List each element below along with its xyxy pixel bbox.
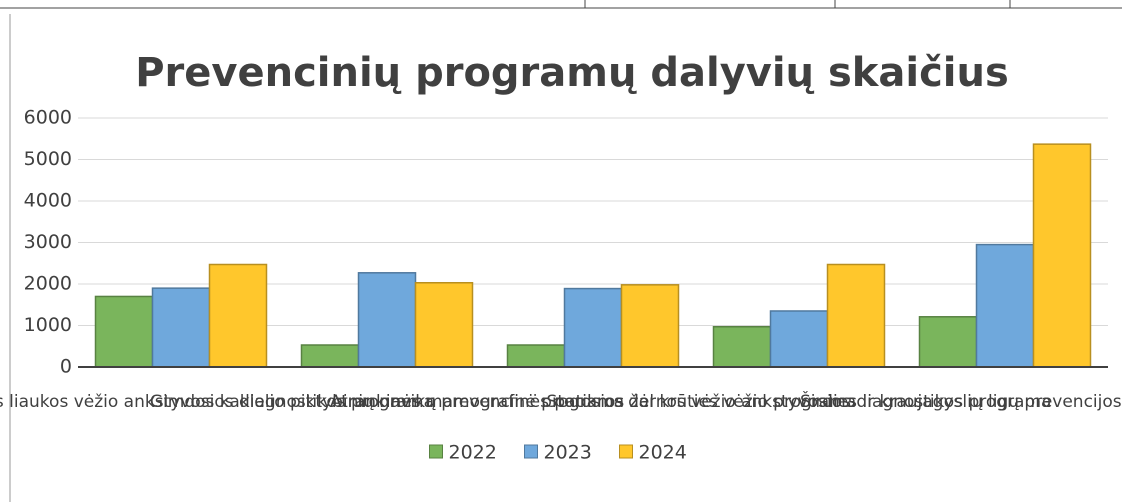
bar: [918, 316, 978, 368]
y-tick-label: 2000: [24, 273, 72, 295]
bar: [94, 295, 154, 368]
x-tick-label: Storosios žarnos vėžio ankstyvosios diag…: [547, 392, 1052, 412]
y-tick-label: 6000: [24, 107, 72, 129]
bar: [826, 263, 886, 368]
legend-swatch: [429, 444, 443, 459]
y-tick-label: 0: [60, 356, 72, 378]
bar: [208, 263, 268, 368]
chart-title: Prevencinių programų dalyvių skaičius: [135, 50, 1009, 96]
bar: [1032, 143, 1092, 368]
legend-swatch: [619, 444, 633, 459]
y-tick-label: 5000: [24, 148, 72, 170]
bar: [506, 344, 566, 368]
bar: [357, 272, 417, 368]
y-tick-label: 3000: [24, 231, 72, 253]
bar: [151, 287, 211, 368]
bar: [300, 344, 360, 368]
x-tick-label: Priešinės liaukos vėžio ankstyvosios dia…: [0, 392, 434, 412]
legend-label: 2022: [449, 442, 497, 464]
legend-label: 2024: [639, 442, 687, 464]
bar: [975, 243, 1035, 368]
bar: [712, 325, 772, 368]
bar: [414, 282, 474, 368]
bar: [769, 310, 829, 368]
y-tick-label: 1000: [24, 314, 72, 336]
x-tick-label: Gimdos kaklelio piktybinių navikų preven…: [150, 392, 624, 412]
bar: [563, 287, 623, 368]
bar: [620, 284, 680, 368]
x-tick-label: Širdies ir kraujagyslių ligų prevencijos…: [800, 390, 1122, 412]
legend-label: 2023: [544, 442, 592, 464]
x-tick-label: Atrankinės mamografinės patikros dėl krū…: [330, 392, 856, 412]
y-tick-label: 4000: [24, 190, 72, 212]
legend-swatch: [524, 444, 538, 459]
